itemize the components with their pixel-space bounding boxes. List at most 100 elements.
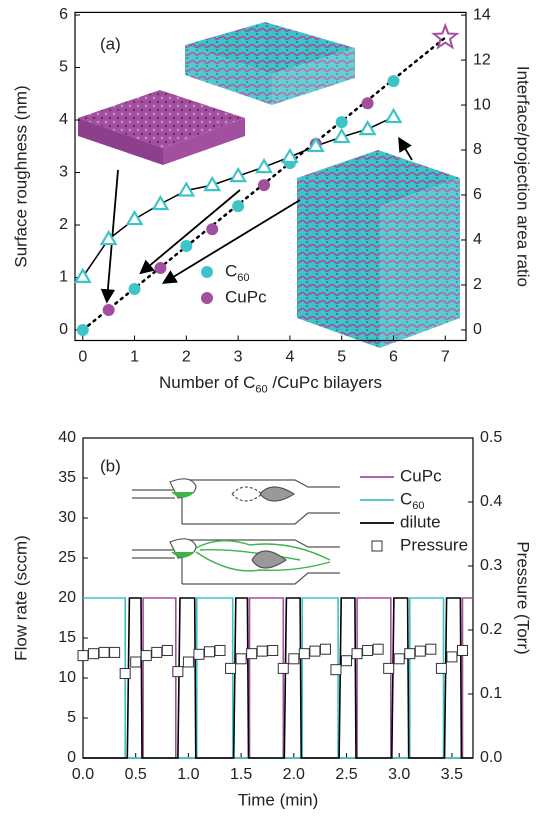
point [456, 644, 468, 656]
point [98, 646, 110, 658]
point [214, 644, 226, 656]
point [206, 223, 219, 236]
y2-tick-label: 14 [473, 6, 491, 23]
x-tick-label: 1.5 [230, 766, 252, 783]
legend-swatch [201, 266, 213, 278]
legend-label: dilute [400, 512, 441, 531]
y2-tick-label: 12 [473, 51, 491, 68]
point [203, 646, 215, 658]
y2-tick-label: 10 [473, 96, 491, 113]
inset-tubes [132, 478, 340, 585]
point [109, 646, 121, 658]
point [140, 650, 152, 662]
y-tick-label: 6 [59, 6, 68, 23]
x-axis-label: Time (min) [238, 790, 319, 809]
x-tick-label: 2 [182, 349, 191, 366]
point [229, 166, 248, 183]
y-tick-label: 25 [58, 549, 76, 566]
point [193, 648, 205, 660]
point [306, 136, 325, 153]
point [358, 119, 377, 136]
x-tick-label: 1.0 [177, 766, 199, 783]
panel-label: (b) [100, 456, 121, 475]
legend-label: CuPc [225, 287, 267, 306]
point [76, 324, 89, 337]
x-tick-label: 6 [389, 349, 398, 366]
y-tick-label: 5 [67, 709, 76, 726]
x-tick-label: 5 [337, 349, 346, 366]
y2-tick-label: 2 [473, 276, 482, 293]
x-tick-label: 3.5 [441, 766, 463, 783]
point [298, 648, 310, 660]
point [125, 209, 144, 226]
point [341, 655, 353, 667]
point [267, 644, 279, 656]
y2-tick-label: 0.2 [480, 621, 502, 638]
y-tick-label: 2 [59, 216, 68, 233]
point [255, 157, 273, 174]
point [288, 653, 300, 665]
point [128, 283, 141, 296]
y2-tick-label: 0.0 [480, 749, 502, 766]
point [73, 267, 92, 283]
point [203, 175, 222, 192]
point [383, 662, 395, 674]
x-tick-label: 0 [78, 349, 87, 366]
y-tick-label: 20 [58, 589, 76, 606]
point [232, 200, 245, 213]
point [446, 651, 458, 663]
y-tick-label: 3 [59, 164, 68, 181]
y-tick-label: 30 [58, 509, 76, 526]
point [361, 97, 374, 110]
point [256, 645, 268, 657]
x-tick-label: 2.0 [283, 766, 305, 783]
inset-surfaces [78, 22, 460, 348]
point [277, 662, 289, 674]
y2-tick-label: 6 [473, 186, 482, 203]
point [102, 304, 115, 317]
panel-label: (a) [100, 34, 121, 53]
point [119, 668, 131, 680]
point [151, 194, 170, 211]
y-tick-label: 5 [59, 59, 68, 76]
point [182, 656, 194, 668]
point [332, 127, 351, 144]
point [335, 116, 348, 129]
y-tick-label: 15 [58, 629, 76, 646]
y2-tick-label: 0 [473, 321, 482, 338]
x-tick-label: 3.0 [388, 766, 410, 783]
x-tick-label: 0.5 [125, 766, 147, 783]
line [83, 597, 473, 759]
x-tick-label: 7 [441, 349, 450, 366]
point [414, 645, 426, 657]
legend-label: Pressure [400, 535, 468, 554]
point [425, 643, 437, 655]
point [172, 666, 184, 678]
y-axis-label: Surface roughness (nm) [11, 85, 30, 267]
legend-swatch [371, 540, 383, 552]
y-axis-label: Flow rate (sccm) [11, 535, 30, 661]
y2-tick-label: 0.1 [480, 685, 502, 702]
y-tick-label: 10 [58, 669, 76, 686]
point [387, 75, 400, 88]
y2-axis-label: Interface/projection area ratio [514, 66, 533, 287]
y2-tick-label: 4 [473, 231, 482, 248]
point [180, 240, 193, 253]
point [319, 643, 331, 655]
plot-frame [74, 11, 467, 342]
y-tick-label: 0 [59, 321, 68, 338]
x-tick-label: 2.5 [335, 766, 357, 783]
point [177, 181, 196, 197]
point [281, 147, 299, 164]
point [246, 648, 258, 660]
point [362, 644, 374, 656]
chart: 0.0 0.5 1.0 1.5 2.0 2.5 3.0 3.5 0 5 10 15 20 25 30 35 40… [11, 429, 532, 809]
point [77, 650, 89, 662]
point [384, 107, 403, 124]
y2-axis-label: Pressure (Torr) [514, 541, 533, 654]
legend-label: C60 [400, 489, 425, 511]
point [309, 645, 321, 657]
point [330, 664, 342, 676]
legend-swatch [201, 292, 213, 304]
